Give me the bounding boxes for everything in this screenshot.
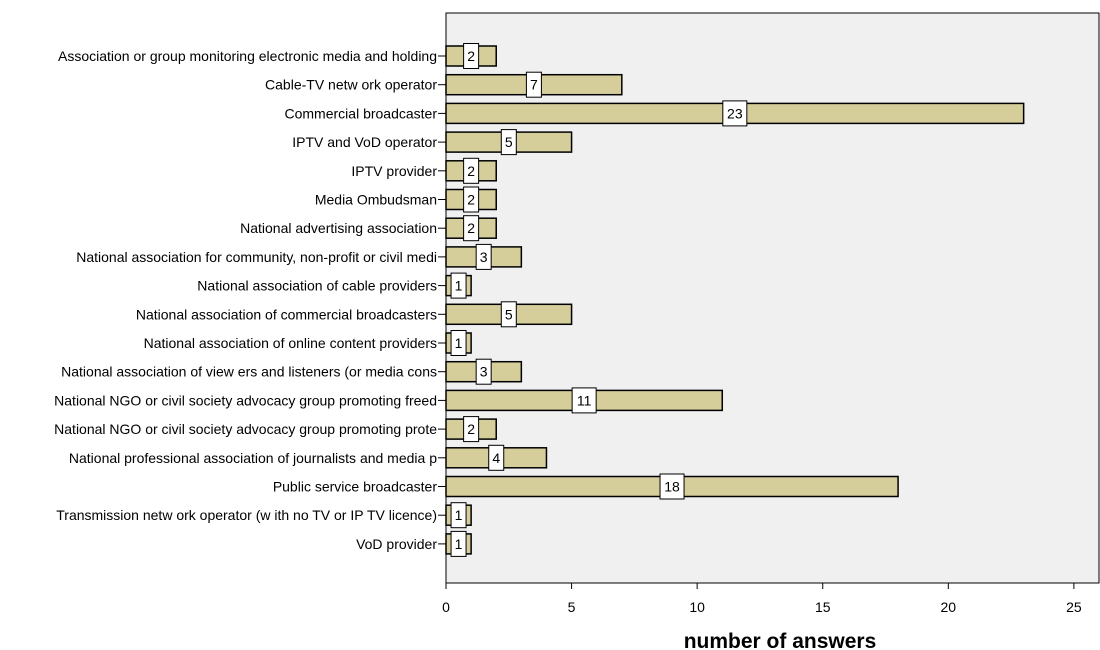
plot-area — [445, 12, 1100, 584]
data-label-box — [463, 215, 480, 242]
data-label-box — [500, 129, 517, 156]
data-label: 3 — [480, 249, 488, 265]
category-label: National association of cable providers — [197, 278, 437, 294]
x-tick-label: 10 — [689, 599, 705, 615]
data-label: 2 — [467, 163, 475, 179]
y-axis: Association or group monitoring electron… — [54, 48, 446, 552]
data-label-box — [475, 358, 492, 385]
data-label: 4 — [492, 450, 500, 466]
data-label-box — [450, 272, 467, 299]
data-label: 7 — [530, 77, 538, 93]
category-label: National NGO or civil society advocacy g… — [54, 421, 437, 437]
category-label: IPTV and VoD operator — [292, 134, 437, 150]
category-label: Media Ombudsman — [315, 192, 437, 208]
data-label-box — [463, 157, 480, 184]
data-label: 1 — [455, 278, 463, 294]
category-label: Commercial broadcaster — [285, 105, 438, 121]
data-label: 5 — [505, 134, 513, 150]
data-label: 1 — [455, 507, 463, 523]
category-label: National association of commercial broad… — [136, 306, 437, 322]
x-axis: 0 5 10 15 20 25 — [442, 583, 1082, 615]
data-label-box — [463, 416, 480, 443]
data-label: 11 — [577, 392, 592, 408]
data-label-box — [450, 330, 467, 356]
data-label: 2 — [467, 421, 475, 437]
category-label: National association for community, non-… — [76, 249, 437, 265]
data-label-box — [525, 71, 542, 98]
x-tick-label: 5 — [568, 599, 576, 615]
data-label-box — [488, 444, 505, 471]
category-label: Cable-TV netw ork operator — [265, 77, 437, 93]
data-label-box — [463, 43, 480, 69]
data-label: 1 — [455, 536, 463, 552]
category-label: National association of online content p… — [144, 335, 437, 351]
data-label-box — [450, 530, 467, 557]
data-label: 2 — [467, 48, 475, 64]
category-label: National association of view ers and lis… — [61, 364, 437, 380]
data-label-box — [450, 502, 467, 529]
data-label-box — [475, 243, 492, 270]
data-label: 5 — [505, 306, 513, 322]
data-label-box — [659, 473, 685, 500]
data-label: 23 — [727, 105, 743, 121]
x-tick-label: 25 — [1066, 599, 1082, 615]
data-label-box — [722, 100, 748, 127]
x-tick-label: 15 — [815, 599, 831, 615]
category-label: Association or group monitoring electron… — [58, 48, 437, 64]
data-label: 1 — [455, 335, 463, 351]
category-label: Transmission netw ork operator (w ith no… — [56, 507, 437, 523]
category-label: VoD provider — [356, 536, 437, 552]
data-label-box — [463, 186, 480, 213]
data-label-box — [571, 387, 597, 414]
category-label: National advertising association — [240, 220, 437, 236]
x-tick-label: 0 — [442, 599, 450, 615]
x-tick-label: 20 — [941, 599, 957, 615]
category-label: Public service broadcaster — [273, 479, 438, 495]
data-label: 3 — [480, 364, 488, 380]
data-label: 2 — [467, 220, 475, 236]
data-label-box — [500, 301, 517, 328]
category-label: National professional association of jou… — [69, 450, 437, 466]
category-label: National NGO or civil society advocacy g… — [54, 392, 437, 408]
data-label: 18 — [664, 479, 680, 495]
category-label: IPTV provider — [351, 163, 437, 179]
data-label: 2 — [467, 192, 475, 208]
x-axis-title: number of answers — [684, 630, 877, 650]
